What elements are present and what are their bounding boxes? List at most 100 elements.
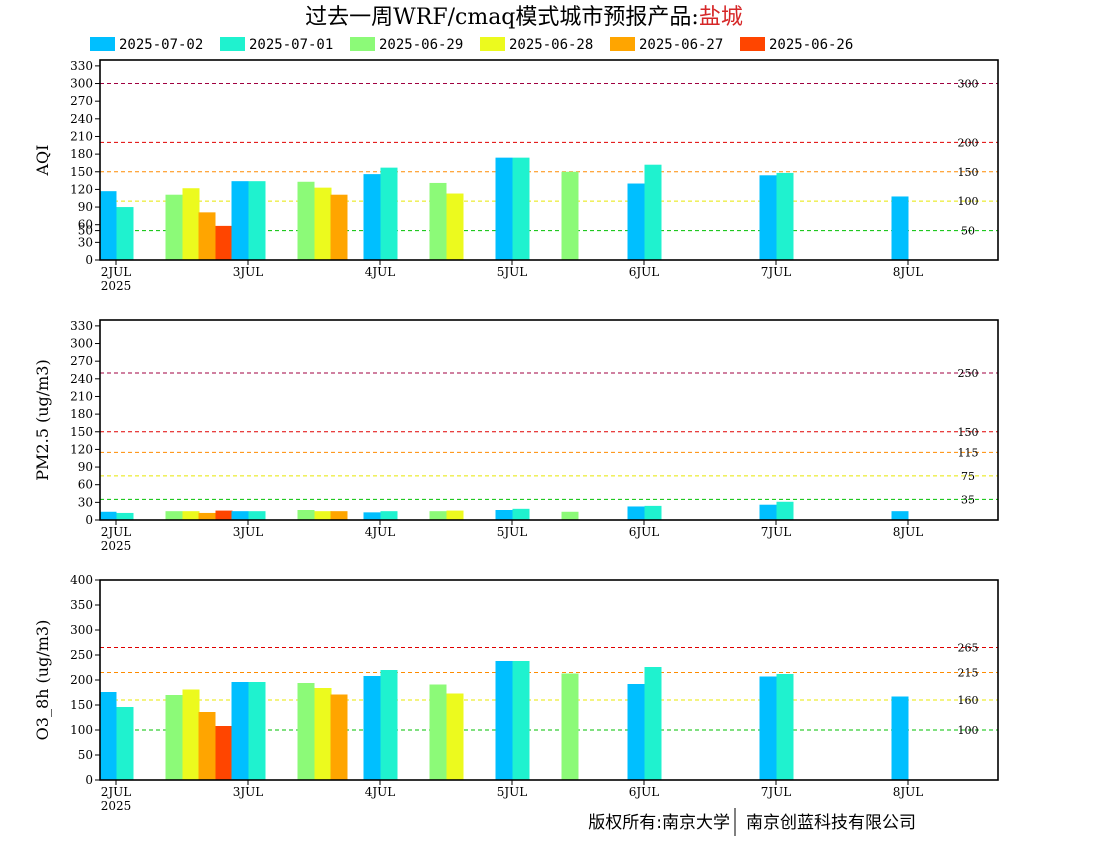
footer-copyright: 版权所有:南京大学 (588, 813, 730, 833)
bar-2025-06-28-9 (314, 187, 332, 260)
legend-label-2025-06-27: 2025-06-27 (639, 37, 723, 53)
bar-2025-06-28-14 (446, 193, 464, 260)
bar-2025-07-01-12 (380, 670, 398, 780)
bar-2025-06-29-2 (165, 511, 183, 520)
y-tick-label: 300 (70, 623, 93, 637)
bar-2025-06-29-13 (429, 684, 447, 780)
y-tick-label: 0 (85, 773, 93, 787)
x-tick-label-8JUL: 8JUL (893, 525, 924, 539)
y-tick-label: 150 (70, 425, 93, 439)
figure-title: 过去一周WRF/cmaq模式城市预报产品:盐城 (305, 5, 743, 30)
y-tick-label: 120 (70, 182, 93, 196)
bar-2025-06-28-9 (314, 511, 332, 520)
bar-2025-06-28-14 (446, 693, 464, 780)
panel-1: 5010015020030003050609012015018021024027… (33, 59, 999, 293)
panel-2: 35 75 115 150 250 0 30 60 90 120 150 180 210 240 270 30… (33, 319, 999, 553)
legend-swatch-2025-07-01 (220, 37, 245, 51)
bar-2025-06-29-8 (297, 181, 315, 260)
threshold-label-115: 115 (958, 446, 979, 459)
bar-2025-07-02-15 (495, 510, 513, 520)
threshold-label-150: 150 (958, 166, 979, 179)
bar-2025-07-01-21 (776, 674, 794, 780)
bar-2025-06-29-17 (561, 511, 579, 520)
bar-2025-07-02-20 (759, 504, 777, 520)
bar-2025-07-02-0 (99, 511, 117, 520)
x-tick-label-3JUL: 3JUL (233, 785, 264, 799)
bar-2025-06-29-13 (429, 182, 447, 260)
bar-2025-07-02-6 (231, 511, 249, 520)
bar-2025-07-01-16 (512, 508, 530, 520)
bar-2025-07-02-11 (363, 512, 381, 520)
bar-2025-07-02-18 (627, 684, 645, 780)
bar-2025-06-27-10 (330, 511, 348, 520)
legend-swatch-2025-06-28 (480, 37, 505, 51)
threshold-label-300: 300 (958, 78, 979, 91)
y-tick-label: 60 (78, 478, 93, 492)
y-tick-label: 60 (78, 218, 93, 232)
bar-2025-07-01-19 (644, 667, 662, 780)
legend-swatch-2025-06-26 (740, 37, 765, 51)
y-tick-label: 400 (70, 573, 93, 587)
y-tick-label: 120 (70, 442, 93, 456)
bar-2025-06-29-17 (561, 171, 579, 260)
bar-2025-06-28-3 (182, 188, 200, 260)
bar-2025-06-26-5 (215, 510, 233, 520)
chart-panels: 5010015020030003050609012015018021024027… (33, 59, 999, 813)
x-tick-label-5JUL: 5JUL (497, 265, 528, 279)
y-tick-label: 150 (70, 698, 93, 712)
y-axis-label: AQI (33, 145, 52, 177)
bar-2025-07-01-1 (116, 512, 134, 520)
bar-2025-06-27-4 (198, 212, 216, 260)
x-tick-label-3JUL: 3JUL (233, 265, 264, 279)
bar-2025-06-29-8 (297, 510, 315, 520)
legend-label-2025-07-02: 2025-07-02 (119, 37, 203, 53)
y-tick-label: 50 (78, 748, 93, 762)
bar-2025-06-29-2 (165, 695, 183, 780)
bar-2025-07-02-11 (363, 174, 381, 260)
bar-2025-07-01-16 (512, 157, 530, 260)
y-tick-label: 240 (70, 372, 93, 386)
bar-2025-06-28-3 (182, 511, 200, 520)
bar-2025-07-02-20 (759, 676, 777, 780)
threshold-label-50: 50 (961, 225, 975, 238)
y-tick-label: 30 (78, 235, 93, 249)
footer: 版权所有:南京大学 南京创蓝科技有限公司 (588, 808, 916, 836)
threshold-label-35: 35 (961, 493, 975, 506)
x-year-label: 2025 (101, 799, 132, 813)
bar-2025-07-02-18 (627, 183, 645, 260)
bar-2025-07-01-7 (248, 511, 266, 520)
x-tick-label-4JUL: 4JUL (365, 265, 396, 279)
y-tick-label: 350 (70, 598, 93, 612)
bar-2025-07-02-11 (363, 676, 381, 780)
bar-2025-07-01-1 (116, 707, 134, 780)
y-tick-label: 330 (70, 319, 93, 333)
x-tick-label-4JUL: 4JUL (365, 785, 396, 799)
y-tick-label: 0 (85, 513, 93, 527)
bar-2025-07-02-6 (231, 682, 249, 780)
y-axis-label: PM2.5 (ug/m3) (33, 359, 52, 480)
y-tick-label: 300 (70, 77, 93, 91)
legend-label-2025-07-01: 2025-07-01 (249, 37, 333, 53)
y-tick-label: 300 (70, 337, 93, 351)
legend-label-2025-06-28: 2025-06-28 (509, 37, 593, 53)
bar-2025-07-01-21 (776, 501, 794, 520)
legend: 2025-07-02 2025-07-01 2025-06-29 2025-06-28… (90, 37, 853, 53)
title-city: 盐城 (699, 5, 743, 30)
plot-frame (99, 319, 999, 521)
bar-2025-06-26-5 (215, 225, 233, 260)
bar-2025-07-02-0 (99, 191, 117, 260)
x-tick-label-4JUL: 4JUL (365, 525, 396, 539)
x-tick-label-8JUL: 8JUL (893, 265, 924, 279)
x-year-label: 2025 (101, 539, 132, 553)
y-tick-label: 0 (85, 253, 93, 267)
bar-2025-07-02-15 (495, 157, 513, 260)
bar-2025-07-02-0 (99, 692, 117, 780)
bar-2025-07-01-12 (380, 167, 398, 260)
bar-2025-07-01-19 (644, 505, 662, 520)
x-tick-label-5JUL: 5JUL (497, 785, 528, 799)
bar-2025-07-02-18 (627, 506, 645, 520)
bar-2025-07-02-6 (231, 181, 249, 260)
x-tick-label-5JUL: 5JUL (497, 525, 528, 539)
legend-label-2025-06-29: 2025-06-29 (379, 37, 463, 53)
